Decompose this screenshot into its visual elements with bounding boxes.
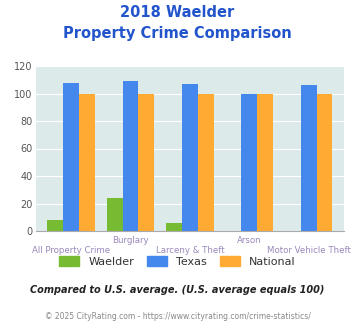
Bar (166, 223, 182, 231)
Bar (182, 84, 198, 231)
Text: Larceny & Theft: Larceny & Theft (155, 246, 224, 255)
Bar (241, 93, 257, 231)
Bar (47, 220, 63, 231)
Text: Arson: Arson (237, 236, 262, 245)
Bar (122, 81, 138, 231)
Bar (107, 198, 122, 231)
Text: 2018 Waelder: 2018 Waelder (120, 5, 235, 20)
Text: All Property Crime: All Property Crime (32, 246, 110, 255)
Bar (198, 93, 214, 231)
Bar (301, 85, 317, 231)
Bar (79, 93, 95, 231)
Bar (317, 93, 333, 231)
Legend: Waelder, Texas, National: Waelder, Texas, National (59, 256, 296, 267)
Bar (63, 82, 79, 231)
Text: Burglary: Burglary (112, 236, 149, 245)
Bar (257, 93, 273, 231)
Bar (138, 93, 154, 231)
Text: © 2025 CityRating.com - https://www.cityrating.com/crime-statistics/: © 2025 CityRating.com - https://www.city… (45, 312, 310, 321)
Text: Motor Vehicle Theft: Motor Vehicle Theft (267, 246, 351, 255)
Text: Property Crime Comparison: Property Crime Comparison (63, 26, 292, 41)
Text: Compared to U.S. average. (U.S. average equals 100): Compared to U.S. average. (U.S. average … (30, 285, 325, 295)
